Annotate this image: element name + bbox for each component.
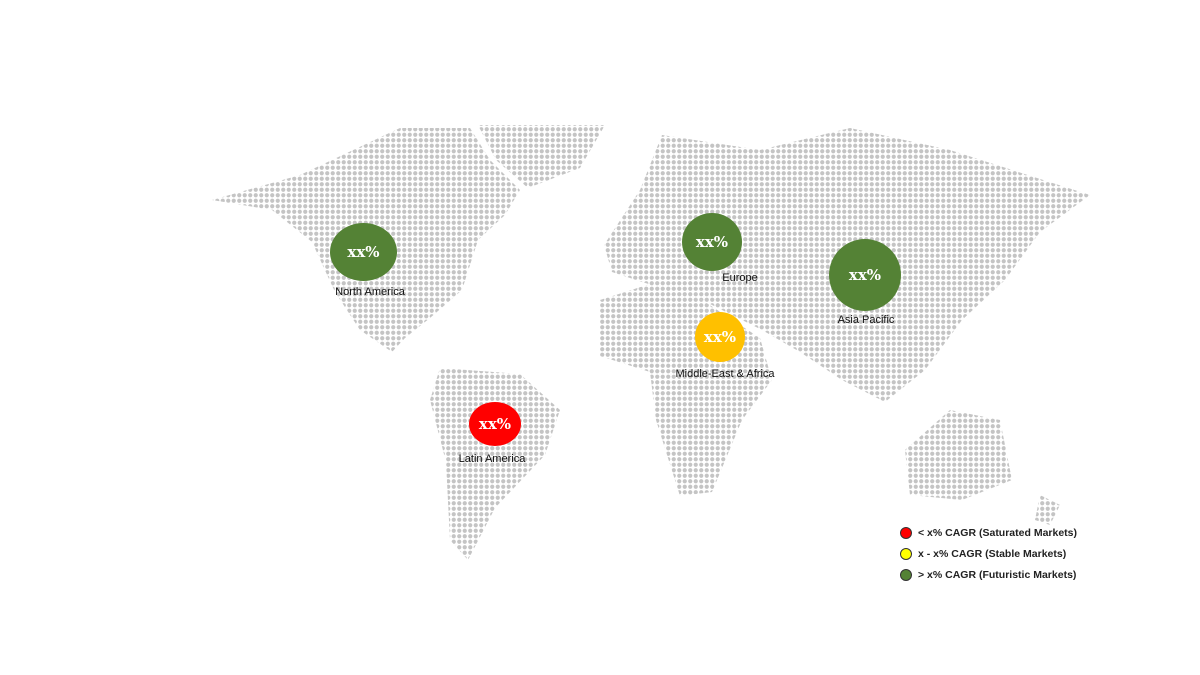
red-circle-icon (900, 526, 912, 539)
region-value: xx% (848, 266, 882, 284)
region-label-asia-pacific: Asia Pacific (837, 314, 895, 326)
region-value: xx% (695, 233, 729, 251)
australia-shape (905, 410, 1012, 500)
region-value: xx% (703, 328, 737, 346)
yellow-circle-icon (900, 547, 912, 560)
legend-item-futuristic: > x% CAGR (Futuristic Markets) (900, 564, 1077, 585)
region-bubble-asia-pacific: xx% (829, 239, 901, 311)
legend-label: > x% CAGR (Futuristic Markets) (918, 568, 1077, 581)
region-value: xx% (478, 415, 512, 433)
legend-item-saturated: < x% CAGR (Saturated Markets) (900, 522, 1077, 543)
region-label-latin-america: Latin America (458, 453, 526, 465)
region-bubble-latin-america: xx% (469, 402, 521, 446)
legend: < x% CAGR (Saturated Markets) x - x% CAG… (900, 522, 1077, 585)
region-bubble-europe: xx% (682, 213, 742, 271)
south-america-shape (430, 368, 560, 560)
region-label-north-america: North America (335, 286, 405, 298)
greenland-shape (478, 125, 605, 188)
region-bubble-north-america: xx% (330, 223, 397, 281)
region-label-europe: Europe (722, 272, 758, 284)
green-circle-icon (900, 568, 912, 581)
region-bubble-middle-east-africa: xx% (695, 312, 745, 362)
legend-item-stable: x - x% CAGR (Stable Markets) (900, 543, 1077, 564)
legend-label: x - x% CAGR (Stable Markets) (918, 547, 1067, 560)
region-label-middle-east-africa: Middle-East & Africa (675, 368, 775, 380)
region-value: xx% (347, 243, 380, 261)
legend-label: < x% CAGR (Saturated Markets) (918, 526, 1078, 539)
new-zealand-shape (1035, 495, 1060, 525)
